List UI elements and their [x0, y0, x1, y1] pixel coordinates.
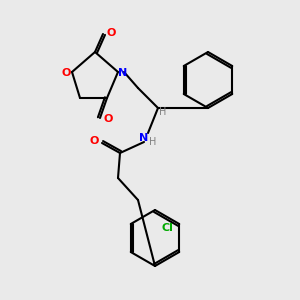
Text: H: H [159, 107, 167, 117]
Text: N: N [140, 133, 148, 143]
Text: Cl: Cl [161, 223, 173, 233]
Text: O: O [61, 68, 71, 78]
Text: N: N [118, 68, 127, 78]
Text: O: O [103, 114, 113, 124]
Text: O: O [89, 136, 99, 146]
Text: H: H [149, 137, 157, 147]
Text: O: O [106, 28, 116, 38]
